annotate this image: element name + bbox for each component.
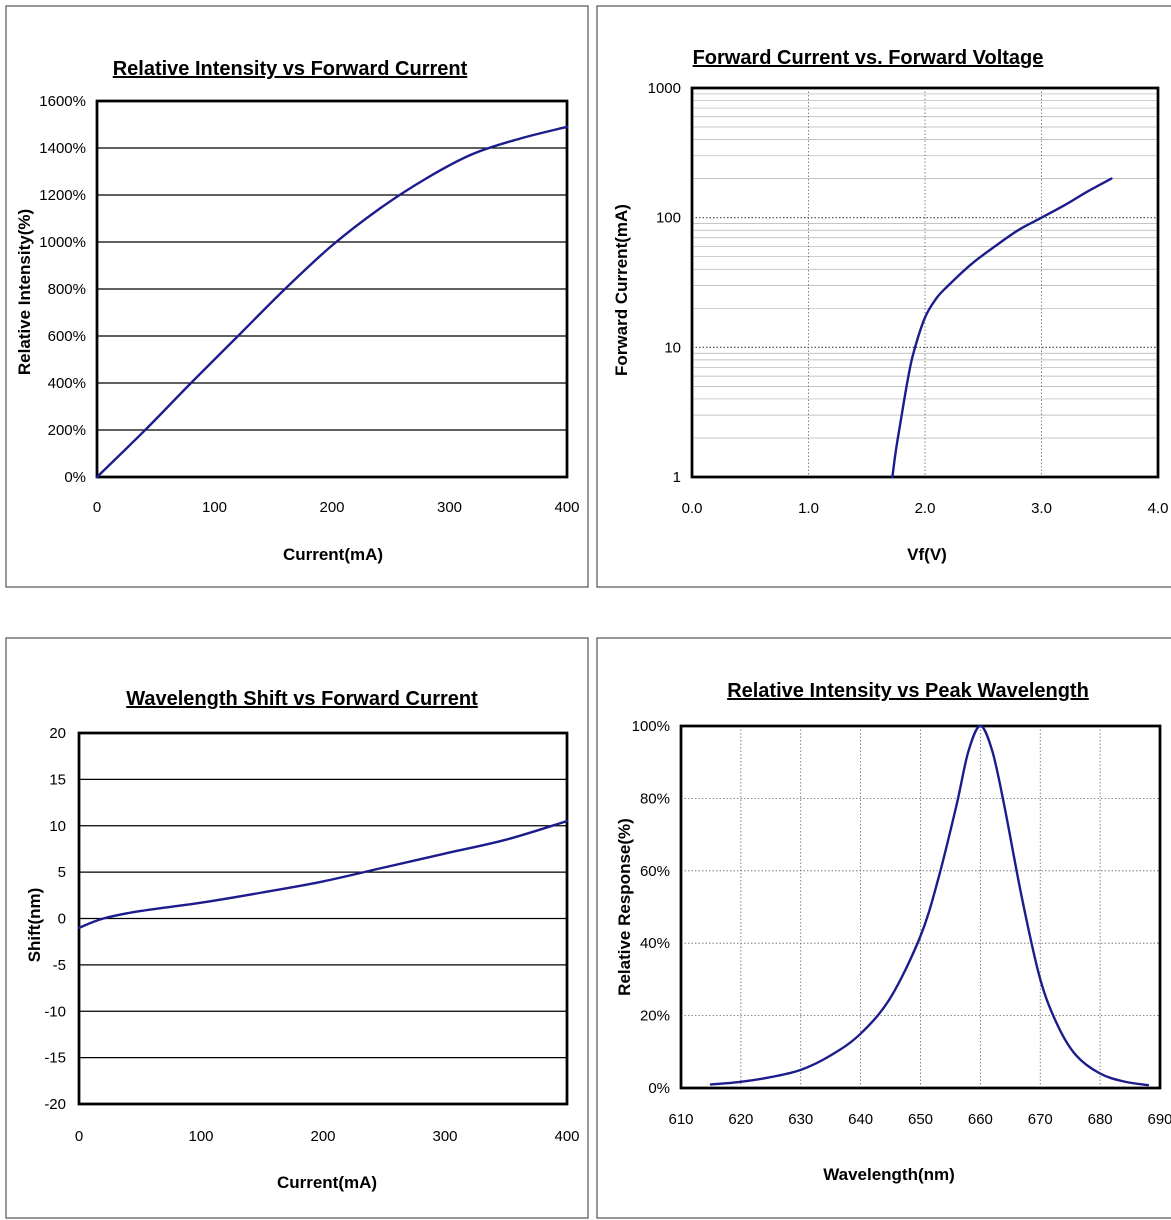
- x-axis-label: Vf(V): [907, 545, 947, 564]
- x-tick-label: 100: [188, 1128, 213, 1145]
- chart-relative-intensity-vs-current: Relative Intensity vs Forward Current 0% 2…: [15, 58, 580, 564]
- y-axis-label: Forward Current(mA): [612, 204, 631, 376]
- y-tick-label: 100: [656, 210, 681, 227]
- y-tick-label: 0%: [648, 1080, 670, 1097]
- y-axis-label: Relative Response(%): [615, 818, 634, 996]
- x-tick-label: 660: [968, 1111, 993, 1128]
- x-tick-label: 640: [848, 1111, 873, 1128]
- plot-border: [679, 724, 1162, 1090]
- plot-border: [95, 99, 569, 479]
- x-tick-label: 650: [908, 1111, 933, 1128]
- x-tick-label: 300: [437, 499, 462, 516]
- x-tick-label: 300: [432, 1128, 457, 1145]
- series-line: [95, 125, 569, 479]
- plot-area: [679, 724, 1162, 1090]
- x-tick-label: 3.0: [1031, 500, 1052, 517]
- y-tick-label: 1200%: [39, 187, 86, 204]
- y-axis-label: Relative Intensity(%): [15, 209, 34, 375]
- y-tick-label: -5: [53, 957, 66, 974]
- x-tick-label: 400: [554, 499, 579, 516]
- plot-area: [690, 86, 1160, 479]
- x-axis-label: Current(mA): [277, 1173, 377, 1192]
- y-tick-label: -20: [44, 1096, 66, 1113]
- y-tick-label: 20%: [640, 1008, 670, 1025]
- x-tick-label: 630: [788, 1111, 813, 1128]
- y-tick-label: 0%: [64, 469, 86, 486]
- y-tick-label: 20: [49, 725, 66, 742]
- x-tick-label: 1.0: [798, 500, 819, 517]
- x-tick-label: 670: [1028, 1111, 1053, 1128]
- y-tick-label: 600%: [48, 328, 86, 345]
- y-tick-label: 1: [673, 469, 681, 486]
- x-tick-label: 610: [668, 1111, 693, 1128]
- x-tick-label: 0: [75, 1128, 83, 1145]
- x-tick-label: 400: [554, 1128, 579, 1145]
- y-axis-label: Shift(nm): [25, 888, 44, 963]
- y-tick-label: 1600%: [39, 93, 86, 110]
- y-tick-label: 15: [49, 771, 66, 788]
- series-line: [77, 819, 569, 929]
- plot-border: [77, 731, 569, 1106]
- x-tick-label: 2.0: [915, 500, 936, 517]
- chart-wavelength-shift-vs-current: Wavelength Shift vs Forward Current 20 15 1…: [25, 688, 580, 1192]
- y-tick-label: 1000: [648, 80, 681, 97]
- x-tick-label: 200: [319, 499, 344, 516]
- x-axis-label: Current(mA): [283, 545, 383, 564]
- y-tick-label: 5: [58, 864, 66, 881]
- x-tick-label: 100: [202, 499, 227, 516]
- series-line: [891, 177, 1113, 479]
- y-tick-label: 80%: [640, 790, 670, 807]
- y-tick-label: 100%: [632, 718, 670, 735]
- x-tick-label: 200: [310, 1128, 335, 1145]
- y-tick-label: 10: [49, 818, 66, 835]
- chart-title: Forward Current vs. Forward Voltage: [693, 47, 1044, 69]
- x-tick-label: 690: [1147, 1111, 1171, 1128]
- chart-relative-intensity-vs-wavelength: Relative Intensity vs Peak Wavelength 0% 2…: [615, 680, 1171, 1184]
- x-axis-label: Wavelength(nm): [823, 1165, 955, 1184]
- y-tick-label: 60%: [640, 863, 670, 880]
- y-tick-label: 0: [58, 911, 66, 928]
- y-tick-label: -15: [44, 1050, 66, 1067]
- y-tick-label: 400%: [48, 375, 86, 392]
- x-tick-label: 680: [1088, 1111, 1113, 1128]
- plot-border: [690, 86, 1160, 479]
- x-tick-label: 4.0: [1148, 500, 1169, 517]
- chart-forward-current-vs-voltage: Forward Current vs. Forward Voltage 1 10 10…: [612, 47, 1168, 564]
- chart-title: Wavelength Shift vs Forward Current: [126, 688, 478, 710]
- series-line: [709, 724, 1150, 1087]
- y-tick-label: 200%: [48, 422, 86, 439]
- x-tick-label: 0.0: [682, 500, 703, 517]
- x-tick-label: 0: [93, 499, 101, 516]
- y-tick-label: 800%: [48, 281, 86, 298]
- x-tick-label: 620: [728, 1111, 753, 1128]
- chart-title: Relative Intensity vs Peak Wavelength: [727, 680, 1089, 702]
- y-tick-label: 1400%: [39, 140, 86, 157]
- y-tick-label: -10: [44, 1003, 66, 1020]
- y-tick-label: 1000%: [39, 234, 86, 251]
- y-tick-label: 10: [664, 339, 681, 356]
- chart-title: Relative Intensity vs Forward Current: [113, 58, 468, 80]
- y-tick-label: 40%: [640, 935, 670, 952]
